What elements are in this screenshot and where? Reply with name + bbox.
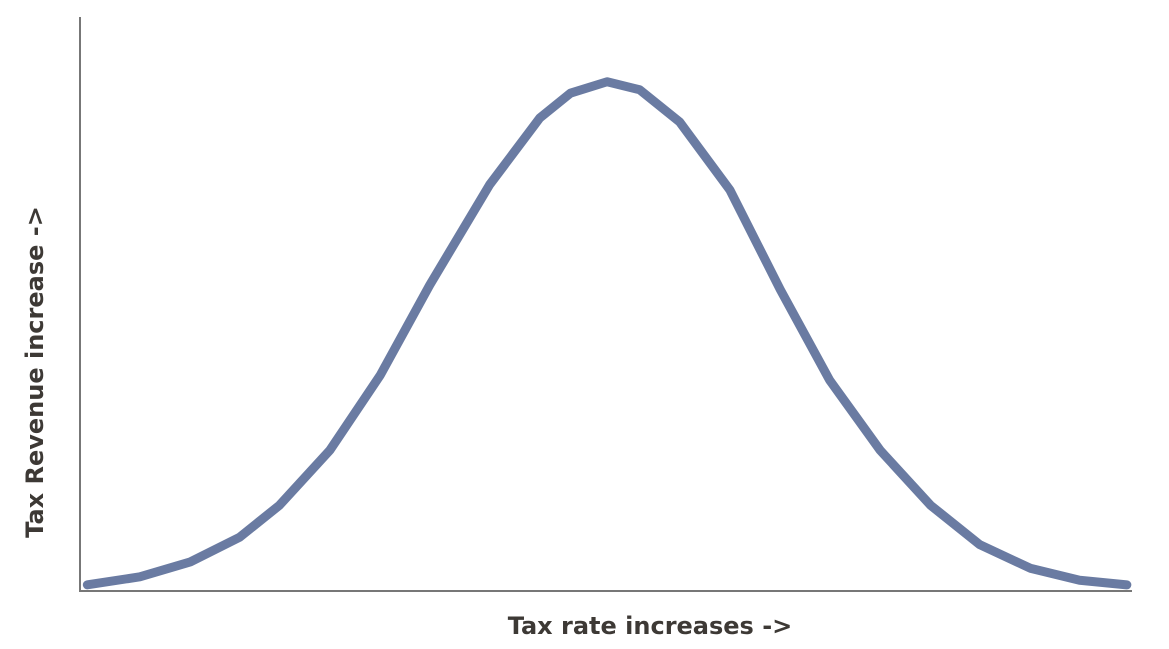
curve [82,77,1132,590]
x-axis-label: Tax rate increases -> [508,612,793,640]
y-axis-label: Tax Revenue increase -> [21,206,49,538]
